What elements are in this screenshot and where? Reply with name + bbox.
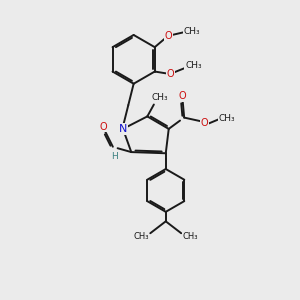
Text: H: H [111, 152, 118, 161]
Text: O: O [179, 91, 187, 101]
Text: O: O [100, 122, 107, 131]
Text: CH₃: CH₃ [184, 27, 200, 36]
Text: O: O [201, 118, 208, 128]
Text: CH₃: CH₃ [183, 232, 199, 241]
Text: CH₃: CH₃ [219, 114, 236, 123]
Text: CH₃: CH₃ [152, 93, 168, 102]
Text: N: N [119, 124, 127, 134]
Text: O: O [164, 31, 172, 41]
Text: CH₃: CH₃ [185, 61, 202, 70]
Text: CH₃: CH₃ [133, 232, 148, 241]
Text: O: O [167, 69, 174, 79]
